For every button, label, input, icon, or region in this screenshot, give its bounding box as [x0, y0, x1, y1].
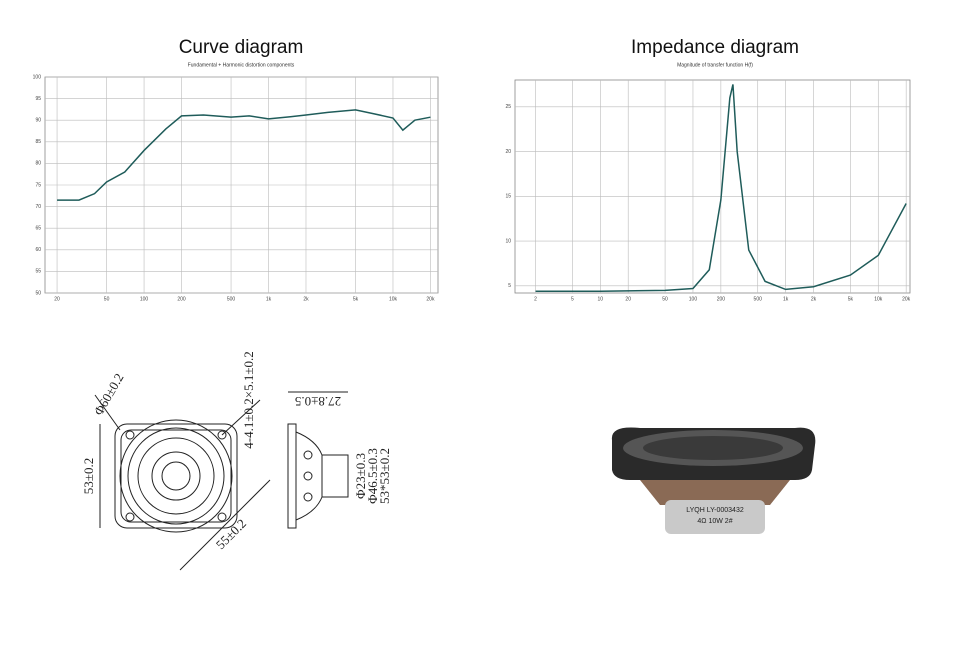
y-tick-label: 60 [35, 247, 41, 253]
dim-label: Φ46.5±0.3 [365, 448, 380, 504]
x-tick-label: 200 [717, 296, 726, 302]
x-tick-label: 2k [303, 296, 309, 302]
dim-label: Φ60±0.2 [91, 371, 127, 418]
y-tick-label: 10 [505, 238, 511, 244]
speaker-basket [640, 480, 790, 505]
chart-title: Curve diagram [179, 37, 304, 58]
dim-label: 55±0.2 [213, 516, 249, 552]
y-tick-label: 15 [505, 194, 511, 200]
x-tick-label: 100 [140, 296, 149, 302]
terminal [303, 450, 313, 460]
x-tick-label: 10k [874, 296, 883, 302]
hole [125, 512, 135, 522]
x-tick-label: 20k [426, 296, 435, 302]
speaker-photo: LYQH LY-0003432 4Ω 10W 2# [611, 427, 816, 534]
x-tick-label: 50 [662, 296, 668, 302]
data-line [535, 84, 907, 292]
y-tick-label: 55 [35, 269, 41, 275]
chart-subtitle: Fundamental + Harmonic distortion compon… [188, 62, 295, 68]
y-tick-label: 65 [35, 226, 41, 232]
frame [120, 429, 232, 523]
technical-drawing: 53±0.2 Φ60±0.2 4-4.1±0.2×5.1±0.2 55±0.2 … [81, 351, 392, 571]
x-tick-label: 100 [689, 296, 698, 302]
hole [125, 430, 135, 440]
speaker-cone [643, 436, 783, 460]
frame [114, 423, 238, 529]
x-tick-label: 2 [534, 296, 537, 302]
side-flange [287, 423, 297, 529]
terminal [303, 471, 313, 481]
outline [119, 419, 233, 533]
chart-title: Impedance diagram [631, 37, 799, 58]
x-tick-label: 500 [227, 296, 236, 302]
y-tick-label: 95 [35, 96, 41, 102]
y-tick-label: 70 [35, 204, 41, 210]
y-tick-label: 25 [505, 104, 511, 110]
leader [94, 394, 121, 431]
x-tick-label: 5 [571, 296, 574, 302]
hole [217, 430, 227, 440]
x-tick-label: 2k [811, 296, 817, 302]
surround [137, 437, 215, 515]
dim-label: 27.8±0.5 [295, 394, 341, 409]
x-tick-label: 5k [353, 296, 359, 302]
y-tick-label: 90 [35, 118, 41, 124]
x-tick-label: 50 [104, 296, 110, 302]
x-tick-label: 10k [389, 296, 398, 302]
y-tick-label: 20 [505, 149, 511, 155]
x-tick-label: 1k [266, 296, 272, 302]
y-tick-label: 80 [35, 161, 41, 167]
magnet [665, 500, 765, 534]
dim-line [179, 479, 271, 571]
y-tick-label: 75 [35, 182, 41, 188]
x-tick-label: 10 [598, 296, 604, 302]
dim-label: Φ23±0.3 [353, 453, 368, 499]
x-tick-label: 500 [754, 296, 763, 302]
y-tick-label: 5 [508, 283, 511, 289]
y-tick-label: 50 [35, 290, 41, 296]
chart-subtitle: Magnitude of transfer function H(f) [677, 62, 753, 68]
data-line [57, 109, 431, 201]
x-tick-label: 1k [783, 296, 789, 302]
leader [221, 399, 261, 436]
spec: 4Ω 10W 2# [697, 518, 732, 525]
x-tick-label: 20 [625, 296, 631, 302]
y-tick-label: 100 [33, 74, 42, 80]
x-tick-label: 200 [177, 296, 186, 302]
y-tick-label: 85 [35, 139, 41, 145]
dust-cap [161, 461, 191, 491]
x-tick-label: 20 [54, 296, 60, 302]
x-tick-label: 20k [902, 296, 911, 302]
brand: LYQH LY-0003432 [686, 507, 744, 514]
surround [127, 427, 225, 525]
side-basket [295, 431, 323, 521]
plot-area [514, 79, 911, 294]
dim-label: 53*53±0.2 [377, 448, 392, 504]
hole [217, 512, 227, 522]
dim-label: 53±0.2 [81, 458, 96, 494]
cone [151, 451, 201, 501]
x-tick-label: 5k [848, 296, 854, 302]
terminal [303, 492, 313, 502]
dim-label: 4-4.1±0.2×5.1±0.2 [241, 351, 256, 448]
magnet [321, 454, 349, 498]
